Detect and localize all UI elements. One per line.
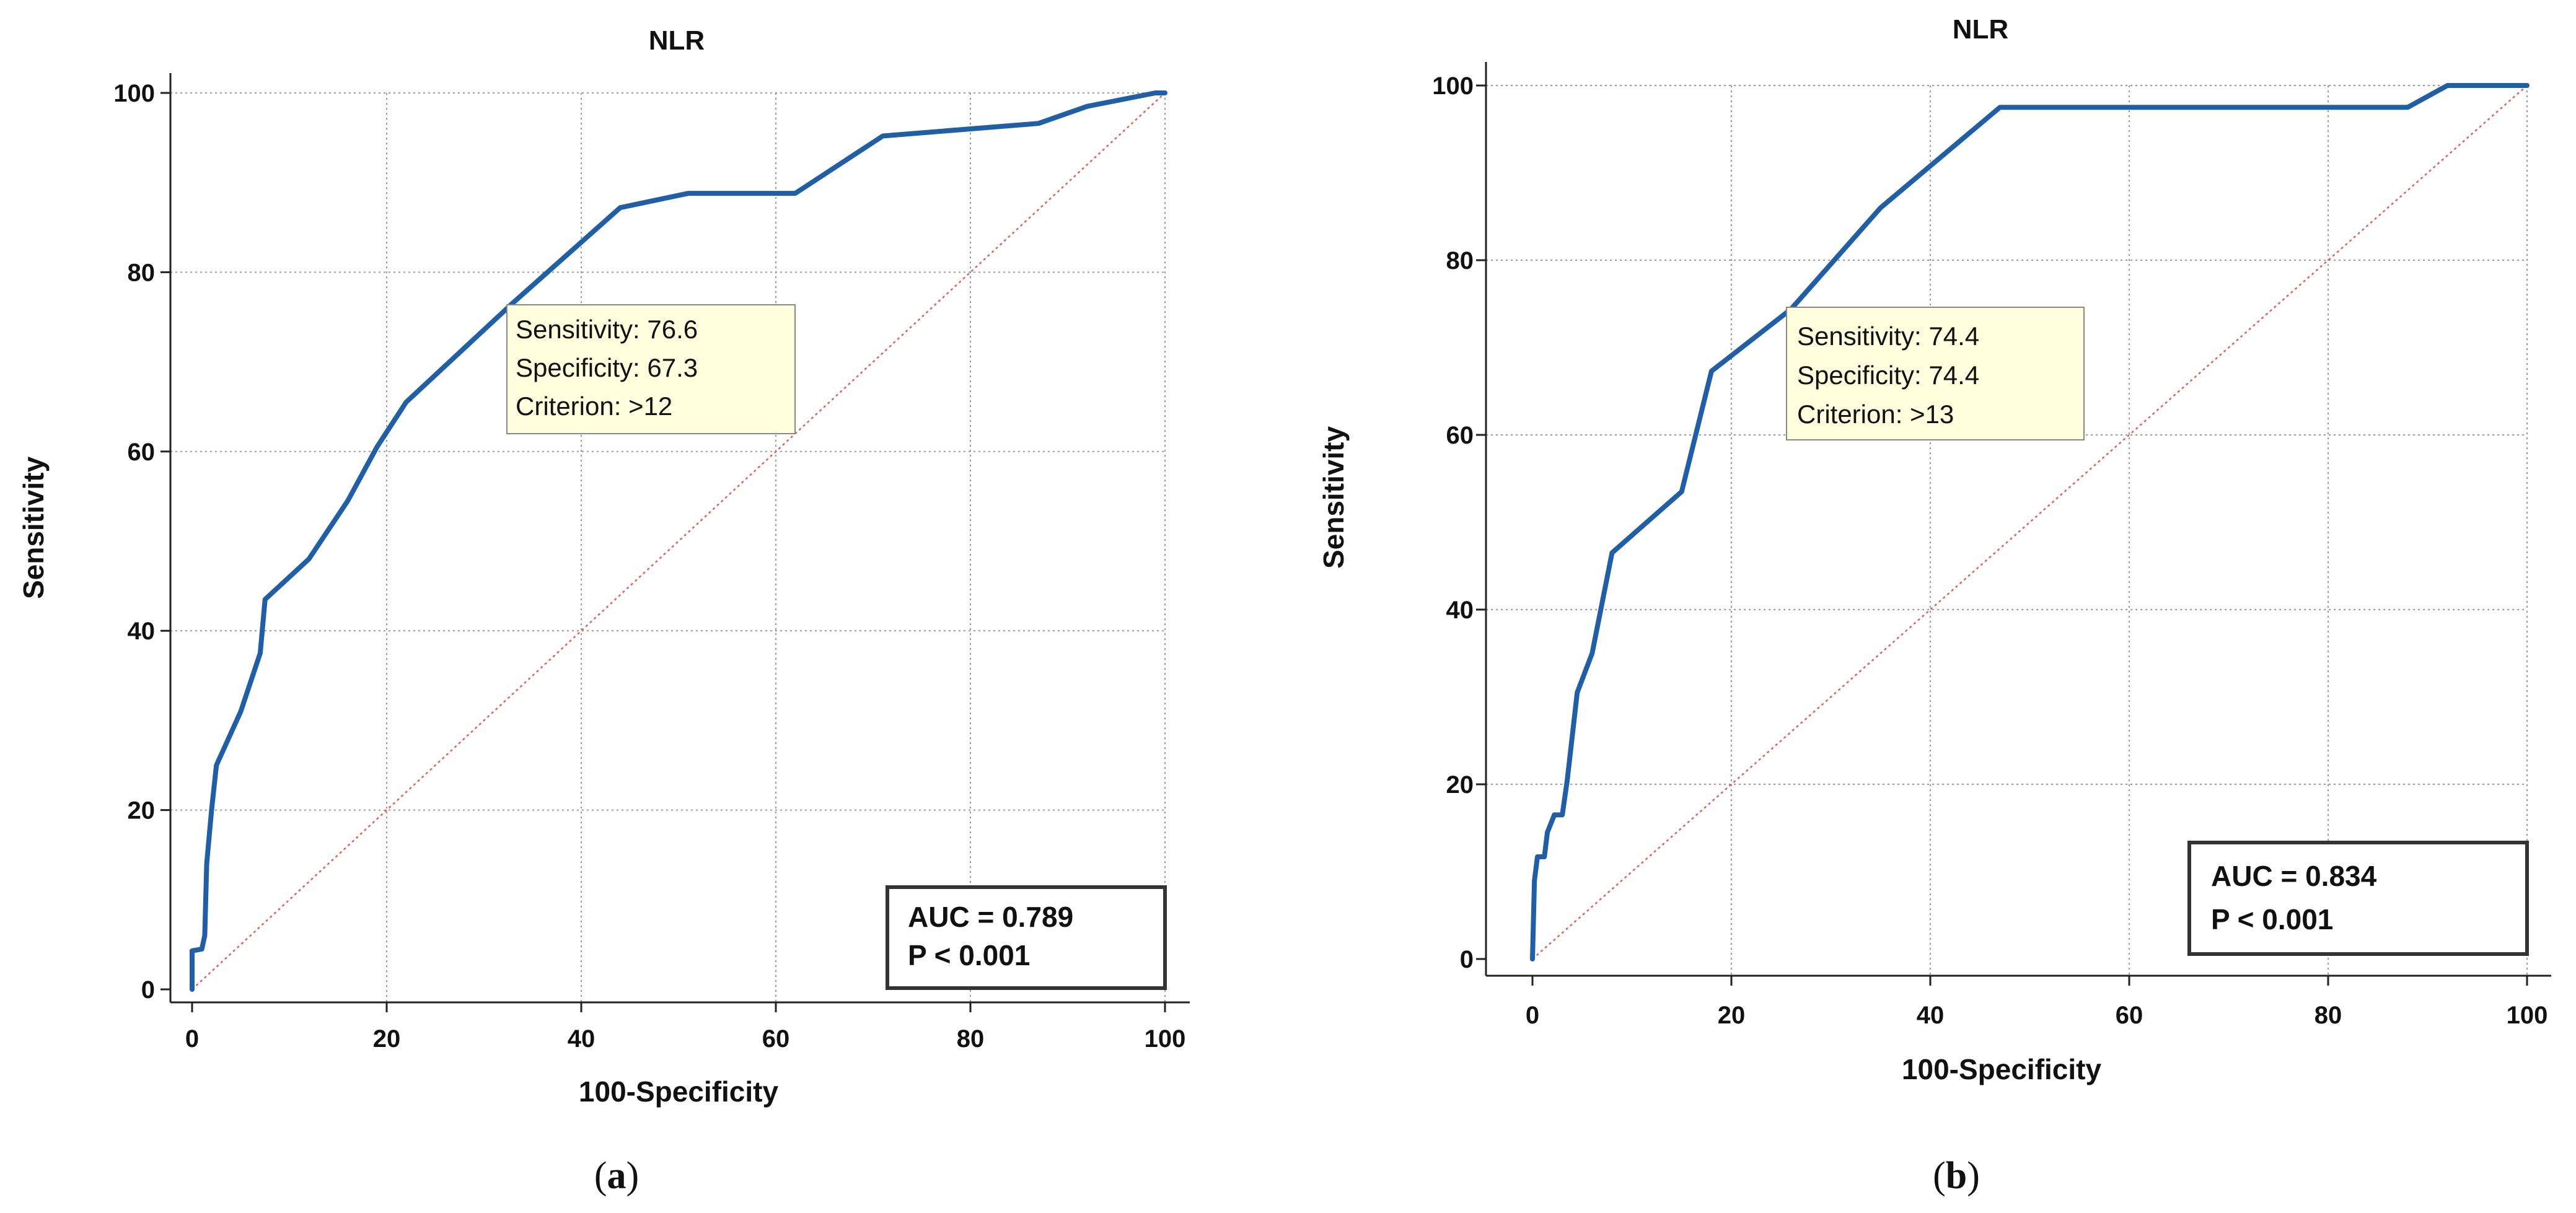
x-tick-label: 60 — [762, 1025, 790, 1053]
x-tick-label: 80 — [2314, 1002, 2342, 1029]
roc-curve-line — [190, 90, 1167, 992]
reference-diagonal-line — [1532, 85, 2528, 960]
y-tick-label: 20 — [1446, 771, 1474, 799]
reference-diagonal-line — [191, 92, 1166, 990]
x-tick-label: 100 — [2507, 1002, 2548, 1029]
roc-curve-line — [1530, 83, 2530, 961]
x-tick-label: 0 — [1526, 1002, 1539, 1029]
panel-label: b — [1946, 1155, 1967, 1197]
x-tick-label: 20 — [373, 1025, 401, 1053]
y-tick-label: 20 — [128, 797, 156, 825]
p-value: P < 0.001 — [2211, 903, 2333, 935]
auc-box: AUC = 0.834 P < 0.001 — [2187, 841, 2529, 956]
auc-box-frame — [2187, 841, 2529, 956]
callout-box — [1786, 307, 2085, 440]
auc-value: AUC = 0.789 — [908, 901, 1073, 933]
series-group — [1530, 83, 2530, 961]
x-tick-label: 100 — [1145, 1025, 1186, 1053]
x-tick-label: 60 — [2116, 1002, 2143, 1029]
y-tick-label: 60 — [1446, 422, 1474, 449]
chart-title: NLR — [1953, 14, 2008, 45]
y-tick-label: 0 — [141, 976, 155, 1004]
criterion-callout: Sensitivity: 74.4 Specificity: 74.4 Crit… — [1786, 307, 2085, 440]
x-tick-label: 40 — [1917, 1002, 1945, 1029]
x-axis-label: 100-Specificity — [579, 1075, 779, 1108]
y-tick-label: 0 — [1460, 946, 1474, 973]
chart-title: NLR — [649, 25, 705, 56]
y-tick-label: 80 — [1446, 247, 1474, 274]
y-tick-label: 40 — [128, 618, 156, 645]
grid — [170, 92, 1166, 1002]
p-value: P < 0.001 — [908, 939, 1030, 971]
y-tick-label: 100 — [1432, 72, 1474, 100]
y-axis-label: Sensitivity — [17, 457, 50, 600]
axis-ticks: 0 20 40 60 80 100 0 20 40 60 80 100 — [113, 80, 1185, 1053]
callout-specificity: Specificity: 74.4 — [1797, 361, 1979, 390]
y-tick-label: 80 — [128, 259, 156, 286]
auc-box-frame — [886, 885, 1167, 990]
x-tick-label: 0 — [185, 1025, 199, 1053]
y-tick-label: 40 — [1446, 597, 1474, 624]
panel-caption-a: (a) — [594, 1155, 639, 1197]
auc-box: AUC = 0.789 P < 0.001 — [886, 885, 1167, 990]
callout-criterion: Criterion: >12 — [516, 392, 672, 421]
y-axis-label: Sensitivity — [1317, 426, 1350, 569]
chart-panel-a: NLR 0 20 40 60 80 100 0 20 40 60 80 100 100-Specifi… — [17, 25, 1190, 1197]
callout-criterion: Criterion: >13 — [1797, 400, 1954, 429]
criterion-callout: Sensitivity: 76.6 Specificity: 67.3 Crit… — [506, 304, 796, 434]
panel-caption-b: (b) — [1933, 1155, 1980, 1197]
callout-box — [506, 304, 796, 434]
panel-label: a — [607, 1155, 626, 1197]
axis-ticks: 0 20 40 60 80 100 0 20 40 60 80 100 — [1432, 72, 2547, 1029]
auc-value: AUC = 0.834 — [2211, 860, 2377, 892]
x-tick-label: 40 — [568, 1025, 596, 1053]
series-group — [190, 90, 1167, 992]
y-tick-label: 100 — [113, 80, 155, 107]
y-tick-label: 60 — [128, 439, 156, 466]
callout-sensitivity: Sensitivity: 74.4 — [1797, 322, 1979, 351]
callout-sensitivity: Sensitivity: 76.6 — [516, 315, 698, 344]
x-axis-label: 100-Specificity — [1902, 1053, 2102, 1085]
callout-specificity: Specificity: 67.3 — [516, 353, 698, 382]
x-tick-label: 80 — [957, 1025, 985, 1053]
x-tick-label: 20 — [1718, 1002, 1746, 1029]
chart-panel-b: NLR 0 20 40 60 80 100 0 20 40 60 80 100 100-Specifi… — [1317, 14, 2551, 1197]
